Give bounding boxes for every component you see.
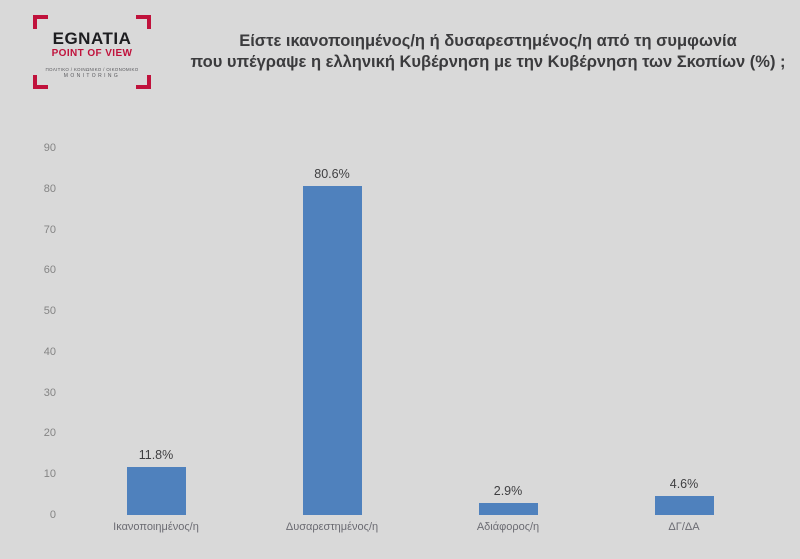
- bar: [654, 496, 714, 515]
- y-axis-tick-label: 10: [43, 468, 56, 481]
- logo-monitoring-label: MONITORING: [63, 73, 121, 80]
- y-axis-tick-label: 30: [43, 386, 56, 399]
- chart-title-line2: που υπέγραψε η ελληνική Κυβέρνηση με την…: [190, 53, 786, 71]
- bar-value-label: 4.6%: [669, 477, 699, 492]
- logo-corner-bracket-top-left: [33, 15, 48, 29]
- y-axis-tick-label: 80: [43, 182, 56, 195]
- y-axis-tick-label: 20: [43, 427, 56, 440]
- egnatia-logo: EGNATIA POINT OF VIEW ΠΟΛΙΤΙΚΟ / ΚΟΙΝΩΝΙ…: [33, 15, 151, 89]
- logo-corner-bracket-bottom-left: [33, 75, 48, 89]
- x-axis-category-label: Δυσαρεστημένος/η: [285, 521, 379, 533]
- y-axis-tick-label: 90: [43, 142, 56, 154]
- y-axis-tick-label: 40: [43, 345, 56, 358]
- bar: [302, 186, 362, 515]
- bar-chart-plot-area: 0 10 20 30 40 50 60 70 80 90 11.8% Ικανοποιημένος/η…: [44, 142, 772, 533]
- y-axis-tick-label: 70: [43, 223, 56, 236]
- chart-title-line1: Είστε ικανοποιημένος/η ή δυσαρεστημένος/…: [239, 32, 737, 50]
- bar-value-label: 80.6%: [314, 167, 350, 182]
- logo-corner-bracket-bottom-right: [136, 75, 151, 89]
- x-axis-category-label: Αδιάφορος/η: [476, 521, 540, 533]
- logo-tagline: POINT OF VIEW: [51, 47, 133, 59]
- x-axis-category-label: Ικανοποιημένος/η: [113, 521, 199, 533]
- y-axis-tick-label: 0: [49, 509, 56, 521]
- chart-title: Είστε ικανοποιημένος/η ή δυσαρεστημένος/…: [190, 31, 786, 73]
- logo-subline: ΠΟΛΙΤΙΚΟ / ΚΟΙΝΩΝΙΚΟ / ΟΙΚΟΝΟΜΙΚΟ: [45, 67, 139, 73]
- y-axis-tick-label: 50: [43, 305, 56, 318]
- x-axis-category-label: ΔΓ/ΔΑ: [668, 521, 700, 533]
- y-axis-tick-label: 60: [43, 264, 56, 277]
- bar-value-label: 2.9%: [493, 484, 523, 499]
- bar: [126, 466, 186, 515]
- bar-value-label: 11.8%: [138, 447, 174, 462]
- bar: [478, 503, 538, 515]
- logo-corner-bracket-top-right: [136, 15, 151, 29]
- logo-name: EGNATIA: [52, 29, 132, 48]
